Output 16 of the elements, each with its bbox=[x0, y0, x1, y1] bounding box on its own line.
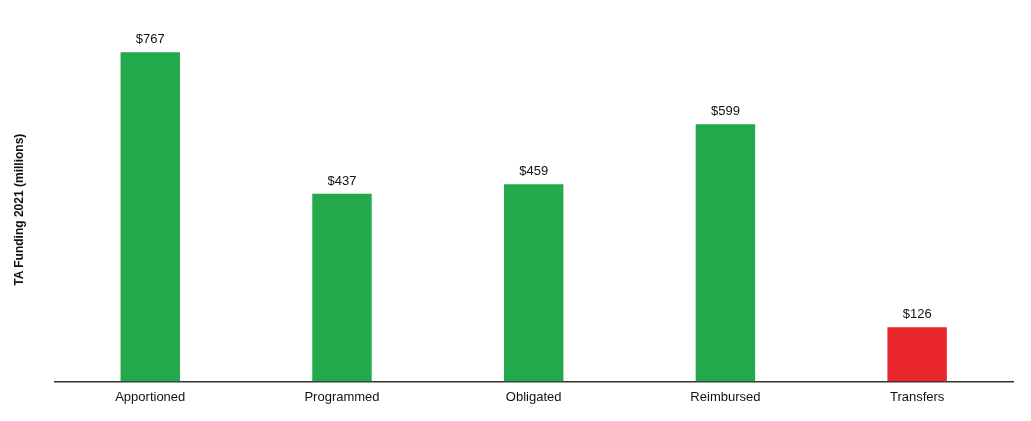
data-label: $599 bbox=[710, 103, 740, 119]
bar bbox=[120, 52, 180, 382]
x-tick-label: Transfers bbox=[889, 388, 945, 404]
x-tick-label: Reimbursed bbox=[690, 388, 761, 404]
bar bbox=[695, 124, 756, 382]
data-label: $459 bbox=[519, 163, 549, 179]
bar bbox=[887, 327, 947, 382]
x-tick-label: Obligated bbox=[505, 388, 562, 404]
data-label: $126 bbox=[902, 306, 932, 322]
data-label: $437 bbox=[327, 172, 357, 188]
bar bbox=[312, 193, 372, 382]
y-axis-title: TA Funding 2021 (millions) bbox=[11, 133, 26, 286]
bar bbox=[503, 184, 564, 382]
x-tick-label: Programmed bbox=[304, 388, 380, 404]
data-label: $767 bbox=[135, 31, 165, 47]
x-tick-label: Apportioned bbox=[115, 388, 186, 404]
